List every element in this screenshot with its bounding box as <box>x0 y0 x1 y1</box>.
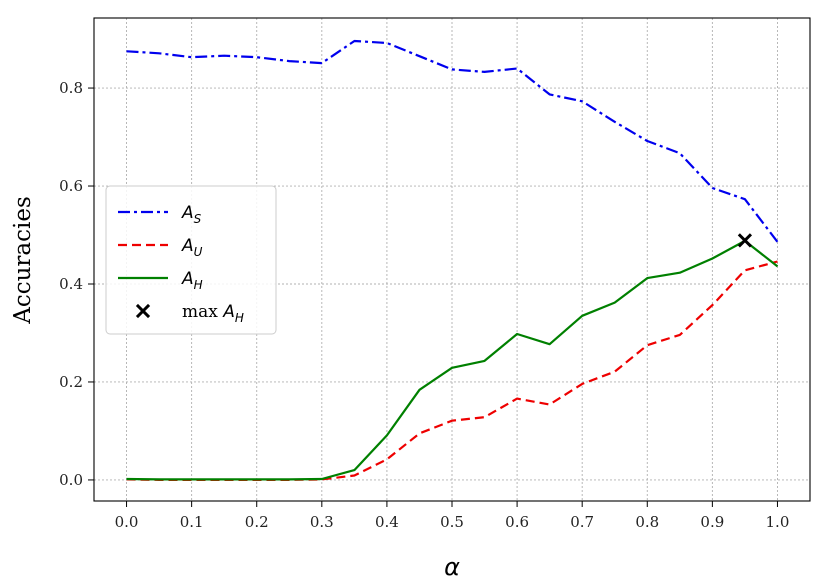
legend-box <box>105 185 277 335</box>
series-layer <box>126 39 779 481</box>
legend-label-max-main: A <box>222 302 235 322</box>
x-tick-label: 0.6 <box>505 513 529 531</box>
legend-swatch-max <box>135 303 151 319</box>
legend-label-s-sub: S <box>194 212 202 226</box>
x-tick-label: 0.9 <box>700 513 724 531</box>
legend-label-s-main: A <box>181 203 194 223</box>
series-line-s <box>126 39 779 243</box>
legend-label-s: AS <box>181 203 202 226</box>
x-tick-label: 0.1 <box>180 513 204 531</box>
legend-label-u-main: A <box>181 236 194 256</box>
series-line-h <box>126 239 779 481</box>
legend-label-h-sub: H <box>194 278 203 292</box>
y-tick-label: 0.0 <box>59 471 83 489</box>
marker-layer <box>737 233 753 248</box>
max-ah-marker-stroke-b <box>737 233 753 248</box>
legend-label-h: AH <box>181 269 203 292</box>
x-tick-label: 0.8 <box>635 513 659 531</box>
x-tick-label: 0.5 <box>440 513 464 531</box>
y-tick-label: 0.8 <box>59 79 83 97</box>
legend-label-u: AU <box>181 236 203 259</box>
max-ah-marker <box>737 233 753 248</box>
x-tick-label: 0.7 <box>570 513 594 531</box>
y-tick-label: 0.2 <box>59 373 83 391</box>
legend-label-max-sub: H <box>235 311 244 325</box>
y-tick-label: 0.6 <box>59 177 83 195</box>
legend-label-max: max AH <box>182 302 244 325</box>
series-line-u <box>126 260 778 481</box>
y-axis-label: Accuracies <box>10 196 36 325</box>
x-tick-label: 1.0 <box>766 513 790 531</box>
x-tick-label: 0.3 <box>310 513 334 531</box>
x-axis-label: α <box>444 553 460 581</box>
legend-label-max-prefix: max <box>182 302 223 322</box>
x-tick-label: 0.0 <box>115 513 139 531</box>
x-tick-label: 0.2 <box>245 513 269 531</box>
y-tick-label: 0.4 <box>59 275 83 293</box>
legend-label-h-main: A <box>181 269 194 289</box>
legend-label-u-sub: U <box>194 245 203 259</box>
ticks: 0.0 0.1 0.2 0.3 0.4 0.5 0.6 0.7 0.8 0.9 1.0 0.0 0.2 0… <box>59 79 789 531</box>
x-tick-label: 0.4 <box>375 513 399 531</box>
legend-swatch-max-stroke-b <box>135 303 151 319</box>
